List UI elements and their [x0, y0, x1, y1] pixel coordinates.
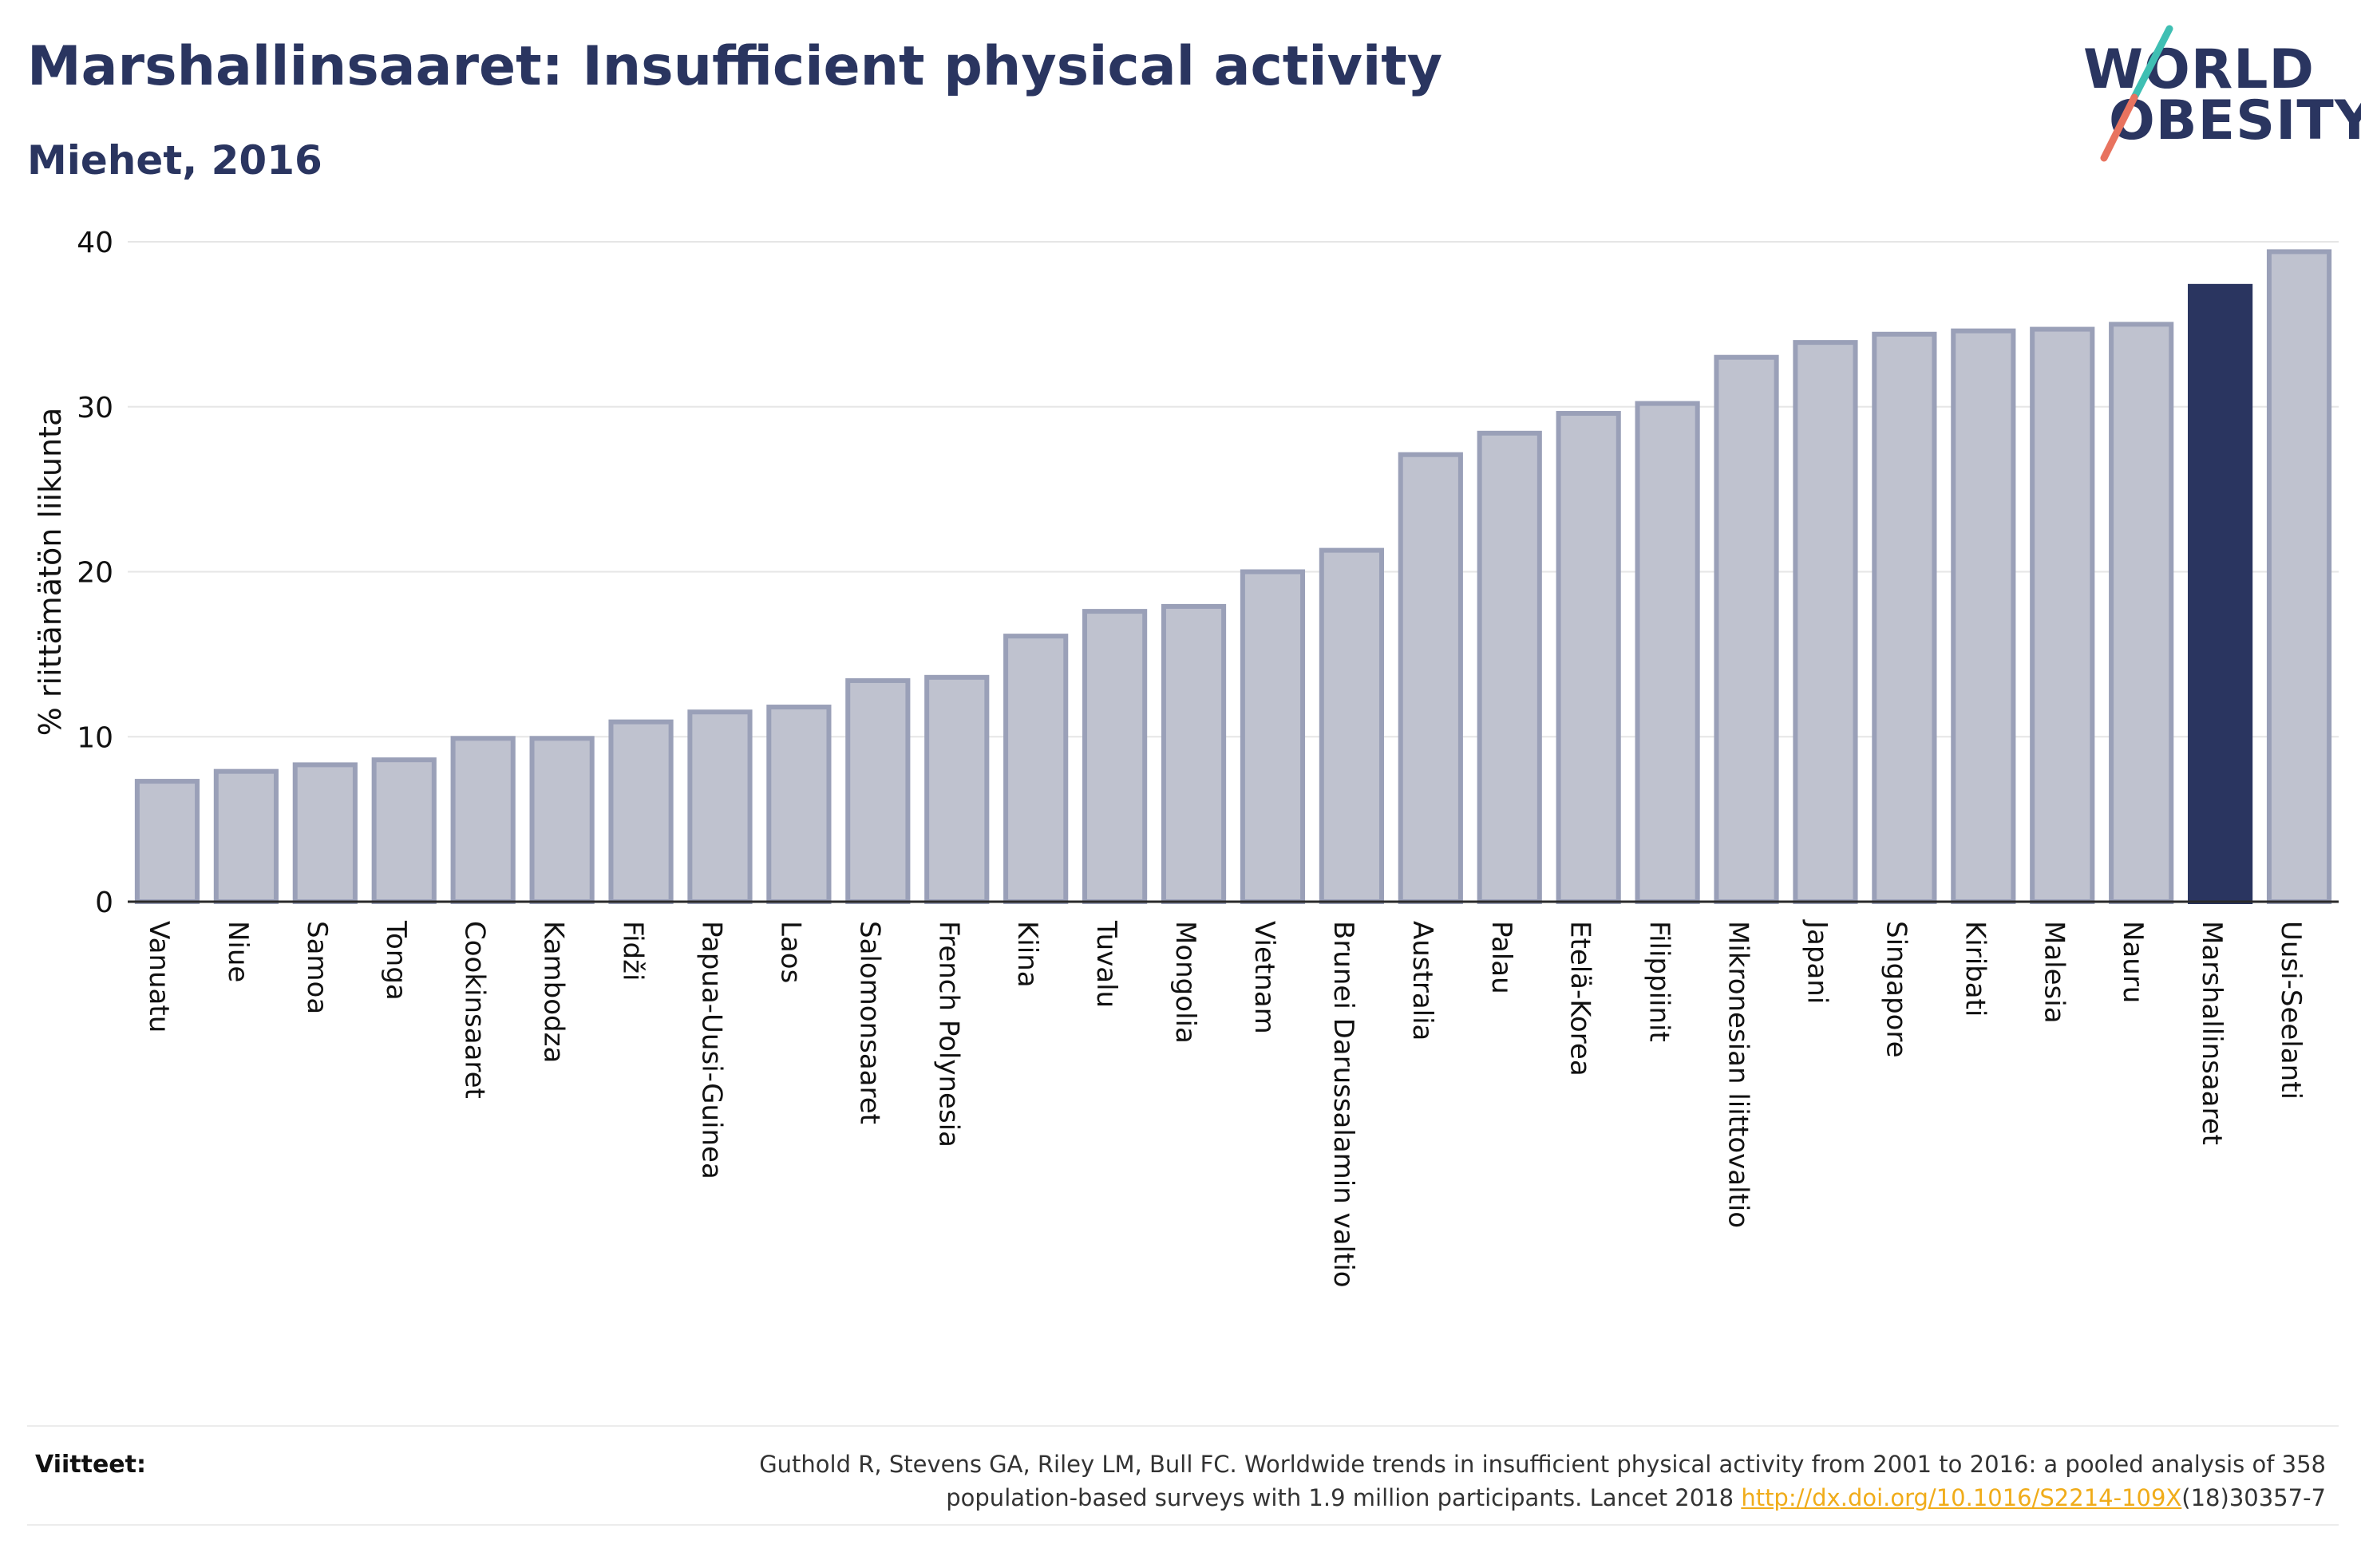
bar-Nauru — [2109, 322, 2174, 904]
bar-French Polynesia — [924, 674, 990, 904]
y-tick-label: 0 — [95, 887, 113, 919]
bar-Mongolia — [1161, 603, 1227, 904]
bar-Kiribati — [1951, 328, 2016, 904]
x-axis-labels: Vanuatu Niue Samoa Tonga Cookinsaaret Kambodz… — [143, 919, 2307, 1288]
bar-chart: 0 10 20 30 40 Vanuatu Niue Samoa Tonga Cookinsaa… — [33, 227, 2339, 1288]
x-tick-label: Japani — [1801, 919, 1833, 1004]
footer-rule-top — [27, 1425, 2339, 1427]
x-tick-label: Etelä-Korea — [1564, 921, 1596, 1076]
x-tick-label: Palau — [1485, 921, 1517, 994]
reference-line-2-prefix: population-based surveys with 1.9 millio… — [946, 1484, 1742, 1511]
logo-word-obesity: OBESITY — [2109, 89, 2361, 152]
x-tick-label: Kiribati — [1959, 921, 1991, 1017]
bar-Malesia — [2030, 326, 2095, 904]
bar-Cookinsaaret — [450, 736, 516, 904]
bar-Brunei Darussalamin valtio — [1319, 547, 1384, 904]
x-tick-label: Vietnam — [1248, 921, 1280, 1034]
y-tick-label: 30 — [77, 392, 113, 425]
x-tick-label: Fidži — [617, 921, 649, 981]
bar-Uusi-Seelanti — [2266, 249, 2332, 904]
x-tick-label: Marshallinsaaret — [2196, 921, 2228, 1145]
bars — [134, 249, 2332, 905]
reference-doi-link[interactable]: http://dx.doi.org/10.1016/S2214-109X — [1741, 1484, 2182, 1511]
bar-Fidži — [608, 719, 674, 905]
bar-Vanuatu — [134, 779, 200, 905]
chart-title: Marshallinsaaret: Insufficient physical … — [27, 35, 1443, 98]
x-tick-label: Papua-Uusi-Guinea — [695, 921, 727, 1179]
x-tick-label: French Polynesia — [932, 921, 964, 1147]
bar-Palau — [1477, 430, 1542, 904]
x-tick-label: Singapore — [1880, 921, 1912, 1058]
references-text: Guthold R, Stevens GA, Riley LM, Bull FC… — [490, 1448, 2326, 1515]
bar-Papua-Uusi-Guinea — [687, 709, 753, 904]
y-axis-label: % riittämätön liikunta — [33, 408, 68, 737]
x-tick-label: Salomonsaaret — [853, 921, 885, 1124]
x-tick-label: Laos — [774, 921, 806, 983]
reference-line-1: Guthold R, Stevens GA, Riley LM, Bull FC… — [759, 1451, 2326, 1478]
bar-Salomonsaaret — [845, 677, 911, 905]
x-tick-label: Kiina — [1011, 921, 1043, 988]
references-label: Viitteet: — [35, 1451, 146, 1479]
bar-Marshallinsaaret — [2188, 283, 2253, 904]
bar-Kiina — [1003, 634, 1069, 904]
x-tick-label: Vanuatu — [143, 921, 175, 1033]
x-tick-label: Malesia — [2038, 921, 2070, 1024]
reference-line-2-suffix: (18)30357-7 — [2181, 1484, 2326, 1511]
y-tick-label: 10 — [77, 721, 113, 754]
bar-Filippiinit — [1635, 401, 1700, 904]
bar-Vietnam — [1240, 569, 1306, 904]
x-tick-label: Australia — [1406, 921, 1438, 1041]
y-axis-ticks: 0 10 20 30 40 — [77, 227, 113, 919]
x-tick-label: Filippiinit — [1643, 921, 1675, 1042]
bar-Tuvalu — [1082, 609, 1148, 904]
bar-Mikronesian liittovaltio — [1714, 354, 1779, 905]
x-tick-label: Mongolia — [1169, 921, 1201, 1044]
x-tick-label: Brunei Darussalamin valtio — [1327, 921, 1359, 1288]
logo-slash-icon — [2100, 25, 2173, 162]
bar-Singapore — [1872, 331, 1937, 904]
x-tick-label: Tonga — [380, 920, 412, 1001]
bar-Tonga — [371, 757, 437, 904]
footer-rule-bottom — [27, 1524, 2339, 1526]
bar-Niue — [213, 768, 279, 904]
bar-Etelä-Korea — [1556, 411, 1621, 904]
x-tick-label: Uusi-Seelanti — [2275, 921, 2307, 1100]
chart-subtitle: Miehet, 2016 — [27, 137, 322, 184]
x-tick-label: Mikronesian liittovaltio — [1722, 921, 1754, 1228]
x-tick-label: Nauru — [2117, 921, 2149, 1003]
y-tick-label: 40 — [77, 227, 113, 259]
x-tick-label: Kambodza — [538, 921, 570, 1063]
bar-Australia — [1398, 452, 1463, 904]
world-obesity-logo: WORLD OBESITY — [2075, 24, 2361, 168]
x-tick-label: Tuvalu — [1090, 920, 1122, 1008]
bar-Laos — [766, 705, 832, 904]
x-tick-label: Niue — [222, 921, 254, 982]
x-tick-label: Cookinsaaret — [459, 921, 491, 1099]
bar-Japani — [1793, 340, 1858, 904]
logo-word-world: WORLD — [2083, 38, 2315, 101]
x-tick-label: Samoa — [301, 921, 333, 1014]
y-tick-label: 20 — [77, 557, 113, 590]
bar-Samoa — [292, 762, 358, 905]
bar-Kambodza — [529, 736, 595, 904]
